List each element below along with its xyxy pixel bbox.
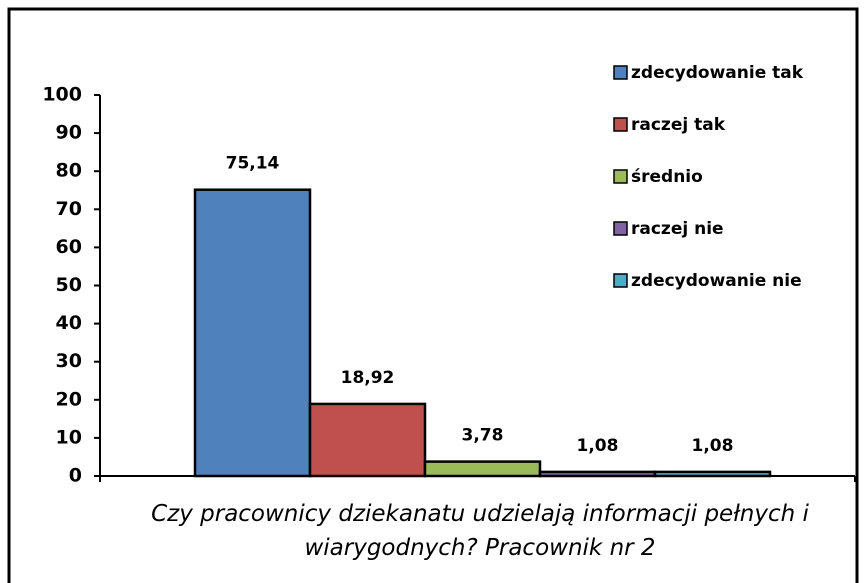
y-tick-label: 100 bbox=[42, 84, 82, 106]
bar bbox=[423, 460, 542, 478]
category-label: Czy pracownicy dziekanatu udzielają info… bbox=[151, 501, 809, 561]
legend-swatch bbox=[613, 169, 628, 184]
data-label: 75,14 bbox=[226, 154, 280, 174]
y-tick-label: 10 bbox=[56, 426, 82, 448]
bar bbox=[538, 470, 657, 478]
y-tick-label: 70 bbox=[56, 198, 82, 220]
legend-label: zdecydowanie nie bbox=[631, 271, 802, 291]
y-tick-label: 30 bbox=[56, 350, 82, 372]
legend-swatch bbox=[613, 221, 628, 236]
legend-label: średnio bbox=[631, 167, 703, 187]
bar bbox=[653, 470, 772, 478]
bar bbox=[308, 402, 427, 478]
legend-label: raczej tak bbox=[631, 115, 726, 135]
y-tick-label: 50 bbox=[56, 274, 82, 296]
y-tick-label: 60 bbox=[56, 236, 82, 258]
legend-label: zdecydowanie tak bbox=[631, 63, 804, 83]
data-label: 18,92 bbox=[341, 368, 395, 388]
legend-label: raczej nie bbox=[631, 219, 724, 239]
legend-swatch bbox=[613, 273, 628, 288]
legend-swatch bbox=[613, 65, 628, 80]
y-tick-label: 90 bbox=[56, 122, 82, 144]
bar bbox=[193, 188, 312, 478]
data-label: 3,78 bbox=[462, 426, 504, 446]
chart-border bbox=[7, 7, 859, 583]
legend-swatch bbox=[613, 117, 628, 132]
y-tick-label: 0 bbox=[69, 465, 82, 487]
y-tick-label: 20 bbox=[56, 388, 82, 410]
data-label: 1,08 bbox=[692, 436, 734, 456]
data-label: 1,08 bbox=[577, 436, 619, 456]
y-tick-label: 80 bbox=[56, 160, 82, 182]
y-tick-label: 40 bbox=[56, 312, 82, 334]
